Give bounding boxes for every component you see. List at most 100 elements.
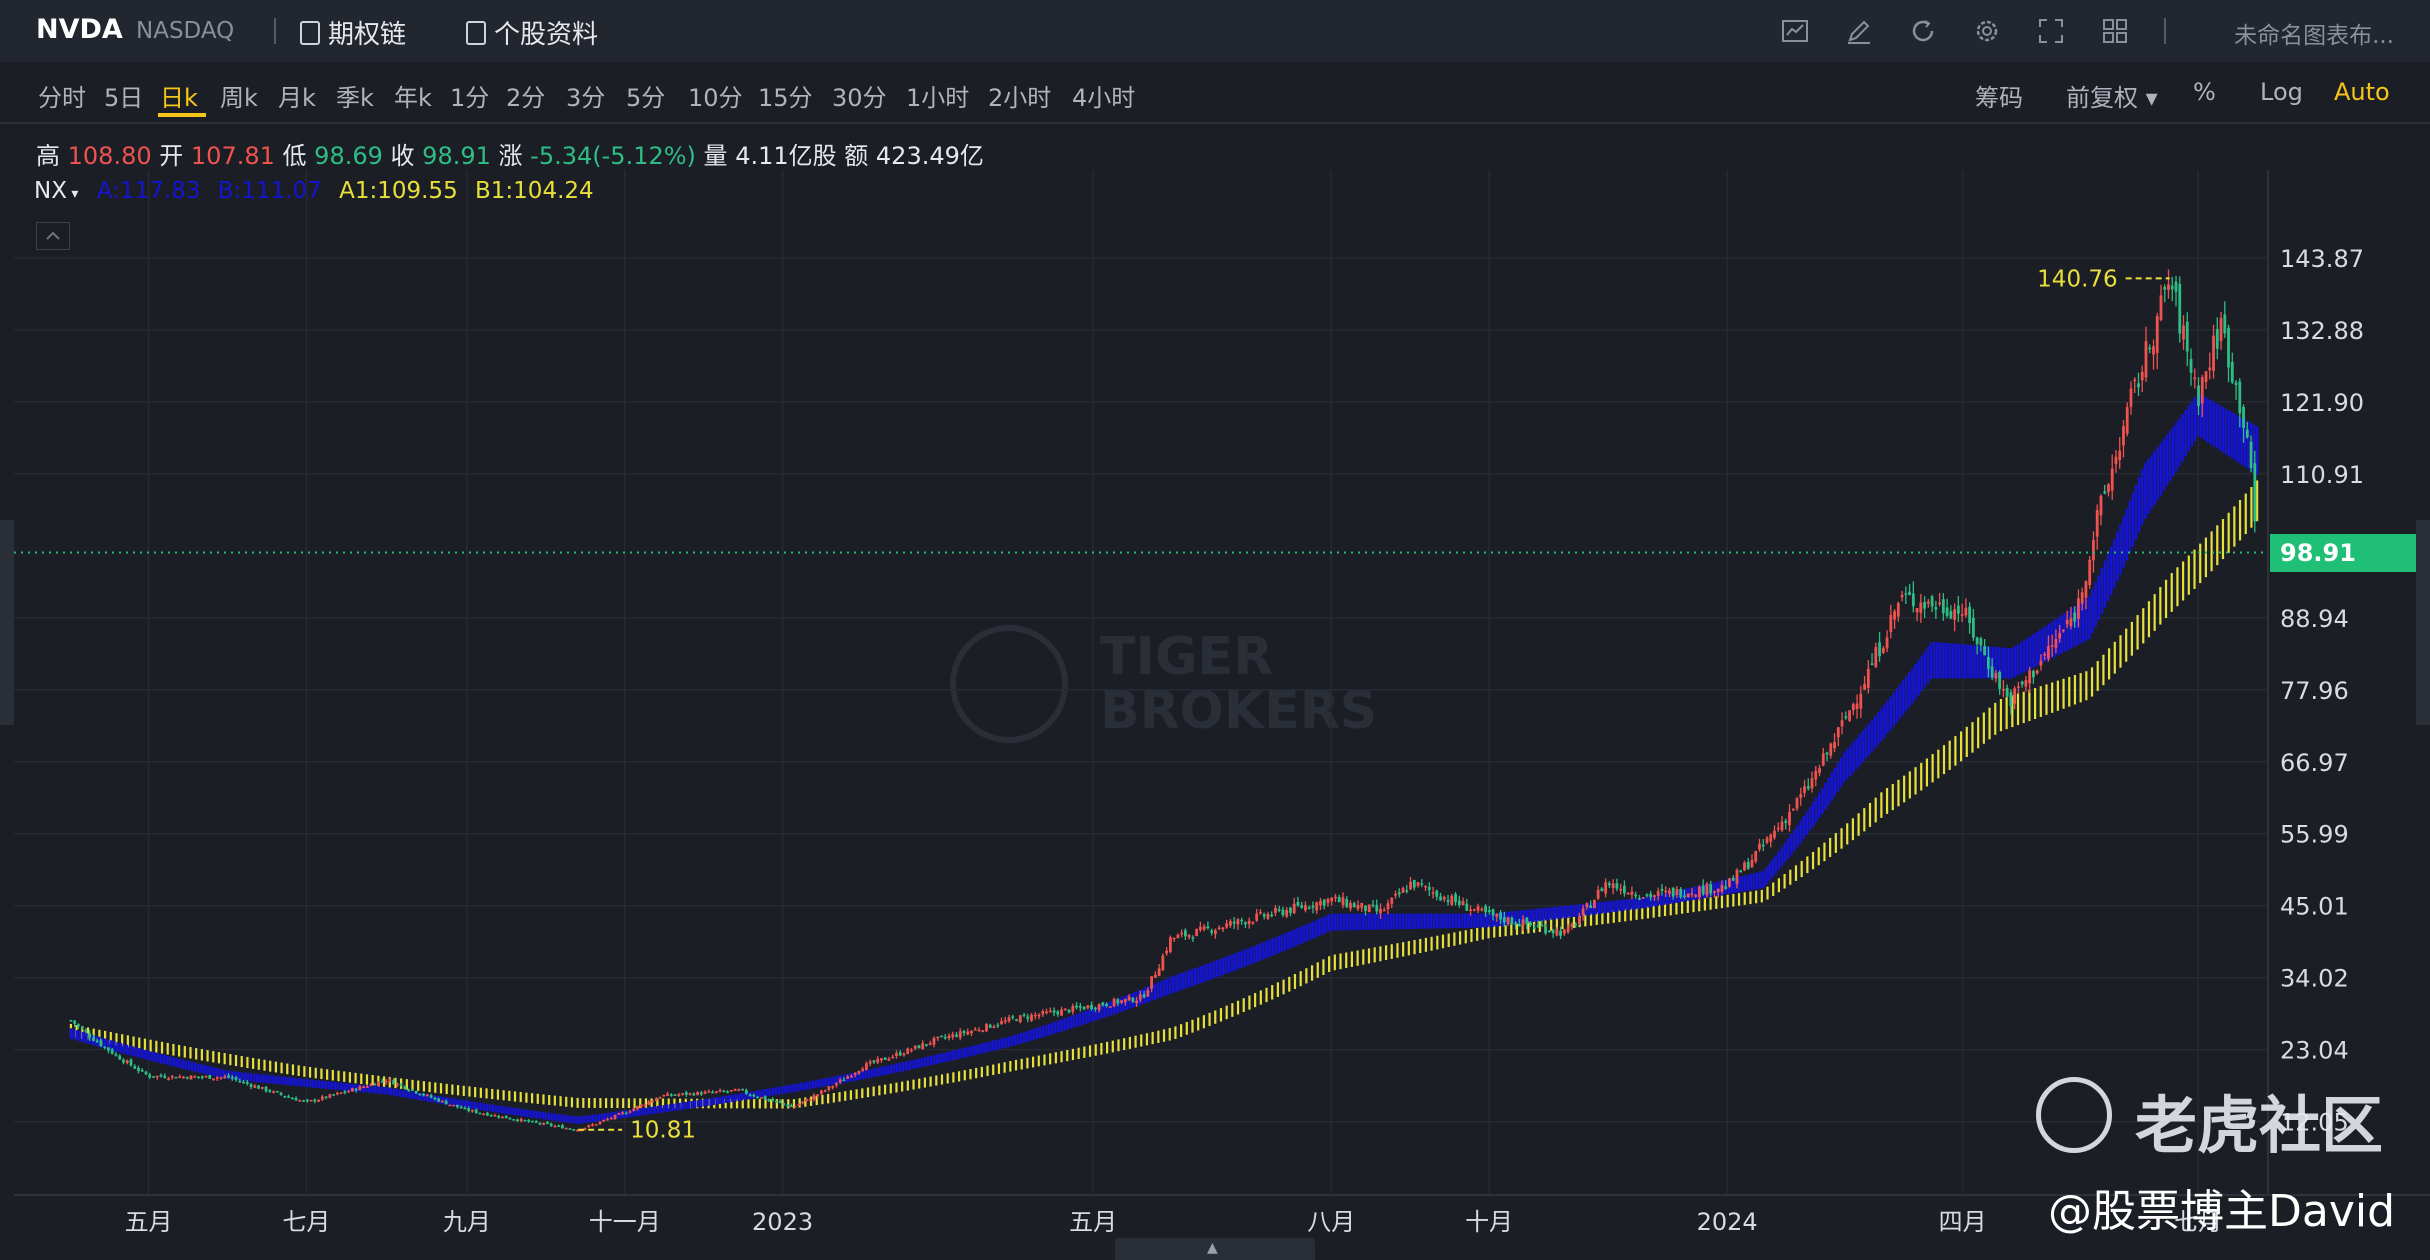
bottom-panel-handle[interactable]: ▲ <box>1115 1238 1315 1260</box>
candle-body <box>1956 605 1960 614</box>
candle-body <box>1397 892 1401 895</box>
period-tab[interactable]: 日k <box>160 84 198 112</box>
candle-body <box>1934 607 1938 610</box>
period-tab[interactable]: 2小时 <box>988 84 1052 112</box>
candle-body <box>1765 837 1769 843</box>
candle-body <box>174 1076 178 1079</box>
period-tab[interactable]: 月k <box>278 84 316 112</box>
indicator-a1: A1:109.55 <box>339 178 458 204</box>
candle-body <box>2253 463 2257 522</box>
candle-body <box>474 1109 478 1113</box>
indicator-icon[interactable] <box>1780 16 1810 46</box>
candle-body <box>2197 385 2200 407</box>
chart-book-icon <box>300 20 320 45</box>
candle-body <box>429 1095 433 1098</box>
candle-body <box>2028 670 2032 684</box>
period-tab[interactable]: 周k <box>220 84 258 112</box>
stock-info-button[interactable]: 个股资料 <box>466 14 598 51</box>
candle-body <box>996 1024 1000 1027</box>
period-tab[interactable]: 4小时 <box>1072 84 1136 112</box>
period-tab[interactable]: 30分 <box>832 84 887 112</box>
candle-body <box>534 1121 538 1123</box>
auto-button[interactable]: Auto <box>2334 78 2390 106</box>
candle-body <box>1780 821 1784 831</box>
candle-body <box>1367 904 1371 912</box>
candle-body <box>2219 318 2223 342</box>
candle-body <box>1262 914 1266 917</box>
left-panel-handle[interactable] <box>0 520 14 725</box>
period-tab[interactable]: 分时 <box>38 84 86 112</box>
candle-body <box>947 1035 951 1039</box>
candle-body <box>1671 887 1675 897</box>
candle-body <box>2110 468 2114 491</box>
candle-body <box>1803 786 1806 793</box>
draw-icon[interactable] <box>1844 16 1874 46</box>
candle-body <box>125 1060 129 1063</box>
candle-body <box>868 1061 872 1064</box>
candle-body <box>1495 913 1499 917</box>
candle-body <box>684 1092 688 1095</box>
candle-body <box>733 1088 737 1091</box>
candle-body <box>1097 1004 1101 1011</box>
ticker-symbol[interactable]: NVDA <box>36 14 123 45</box>
candle-body <box>804 1098 808 1102</box>
candle-body <box>1709 884 1713 894</box>
candle-body <box>1668 890 1671 894</box>
candle-body <box>1971 617 1975 638</box>
candle-body <box>2230 361 2234 383</box>
indicator-b1: B1:104.24 <box>475 178 594 204</box>
candle-body <box>2152 346 2155 355</box>
adjust-dropdown[interactable]: 前复权 ▾ <box>2066 84 2158 112</box>
period-tab[interactable]: 15分 <box>758 84 813 112</box>
layout-grid-icon[interactable] <box>2100 16 2130 46</box>
divider <box>274 18 276 44</box>
period-tab[interactable]: 5日 <box>104 84 144 112</box>
chips-button[interactable]: 筹码 <box>1975 84 2023 112</box>
candle-body <box>395 1083 399 1085</box>
period-tab[interactable]: 10分 <box>688 84 743 112</box>
indicator-name[interactable]: NX <box>34 178 67 204</box>
option-chain-button[interactable]: 期权链 <box>300 14 406 51</box>
candle-body <box>1330 897 1334 902</box>
period-tab[interactable]: 5分 <box>626 84 666 112</box>
y-tick-label: 143.87 <box>2280 245 2364 273</box>
y-tick-label: 23.04 <box>2280 1037 2349 1065</box>
candle-body <box>1382 909 1386 912</box>
log-button[interactable]: Log <box>2260 78 2303 106</box>
candle-body <box>977 1029 981 1032</box>
candle-body <box>159 1074 163 1077</box>
layout-selector[interactable]: 未命名图表布... <box>2234 23 2394 49</box>
candle-body <box>170 1075 174 1078</box>
candle-body <box>831 1086 835 1088</box>
candle-body <box>1202 926 1206 930</box>
right-panel-handle[interactable] <box>2416 520 2430 725</box>
candle-body <box>2058 632 2062 639</box>
candle-body <box>759 1097 763 1099</box>
candle-body <box>1120 1000 1123 1003</box>
period-tab[interactable]: 1分 <box>450 84 490 112</box>
period-tab[interactable]: 季k <box>336 84 374 112</box>
candle-body <box>1180 932 1184 935</box>
collapse-button[interactable] <box>36 222 70 250</box>
fullscreen-icon[interactable] <box>2036 16 2066 46</box>
candle-body <box>1123 998 1127 1003</box>
refresh-icon[interactable] <box>1908 16 1938 46</box>
chevron-down-icon[interactable]: ▾ <box>66 186 83 202</box>
percent-button[interactable]: % <box>2193 78 2216 106</box>
candle-body <box>1183 930 1187 937</box>
period-tab[interactable]: 1小时 <box>906 84 970 112</box>
period-tab[interactable]: 2分 <box>506 84 546 112</box>
candle-body <box>200 1076 204 1078</box>
candle-body <box>1592 900 1596 909</box>
candle-body <box>542 1122 546 1125</box>
period-tab[interactable]: 年k <box>394 84 432 112</box>
candle-body <box>133 1066 137 1069</box>
candle-body <box>1274 908 1277 913</box>
candle-body <box>1750 859 1754 868</box>
candle-body <box>752 1094 756 1097</box>
settings-icon[interactable] <box>1972 16 2002 46</box>
period-tab[interactable]: 3分 <box>566 84 606 112</box>
candle-body <box>272 1091 275 1093</box>
y-tick-label: 88.94 <box>2280 605 2349 633</box>
